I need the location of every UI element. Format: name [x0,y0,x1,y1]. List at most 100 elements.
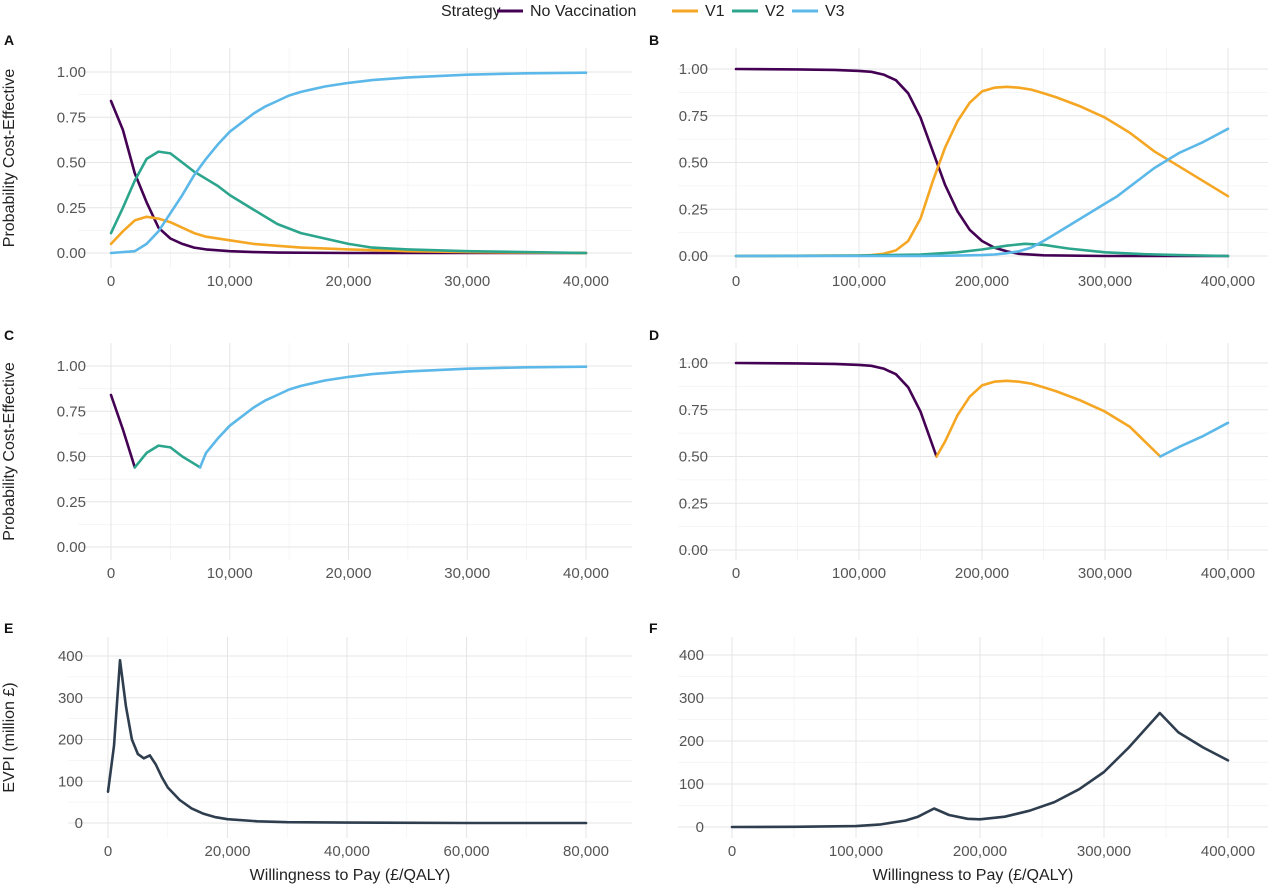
legend-item: V3 [792,3,845,20]
x-tick-label: 0 [732,273,740,290]
panel-b: 0 100,000 200,000 300,000 400,000 0.00 0.25 0.5… [649,32,1268,290]
tick-labels: 0 100,000 200,000 300,000 400,000 0.00 0.25 0.5… [679,355,1255,582]
x-tick-label: 300,000 [1077,843,1131,860]
tick-labels: 0 100,000 200,000 300,000 400,000 0 100 200 300 4… [679,647,1255,860]
x-tick-label: 200,000 [955,565,1009,582]
y-tick-label: 1.00 [57,64,86,81]
panel-a: 0 10,000 20,000 30,000 40,000 0.00 0.25 0.50 0.7… [1,32,632,290]
series-line-evpi [106,658,588,825]
x-tick-label: 400,000 [1201,843,1255,860]
y-tick-label: 0 [75,815,83,832]
series-line-no-vaccination [734,361,938,458]
panel-label: C [4,327,14,343]
legend-item: V1 [672,3,725,20]
x-tick-label: 20,000 [326,273,372,290]
y-axis-title: Probability Cost-Effective [1,362,18,541]
y-tick-label: 200 [58,732,83,749]
x-tick-label: 0 [732,565,740,582]
x-tick-label: 0 [104,843,112,860]
series-line-v3 [734,127,1230,258]
x-tick-label: 100,000 [832,273,886,290]
x-tick-label: 100,000 [829,843,883,860]
y-tick-label: 400 [679,647,704,664]
x-axis-title: Willingness to Pay (£/QALY) [873,867,1074,884]
y-axis-title: EVPI (million £) [1,682,18,792]
grid [678,637,1268,838]
y-tick-label: 1.00 [679,355,708,372]
series-group [734,361,1230,458]
y-tick-label: 0.75 [57,109,86,126]
y-tick-label: 0.50 [57,155,86,172]
series-line-evpi [730,711,1230,829]
y-tick-label: 0.00 [57,245,86,262]
x-tick-label: 30,000 [444,273,490,290]
y-tick-label: 0.50 [57,449,86,466]
tick-labels: 0 10,000 20,000 30,000 40,000 0.00 0.25 0.50 0.7… [57,358,609,582]
x-tick-label: 60,000 [444,843,490,860]
legend: Strategy No Vaccination V1 V2 V3 [441,3,845,20]
panel-d: 0 100,000 200,000 300,000 400,000 0.00 0.25 0.5… [649,327,1268,582]
x-tick-label: 0 [107,565,115,582]
panel-label: D [649,327,659,343]
x-tick-label: 300,000 [1078,565,1132,582]
y-tick-label: 0.25 [57,200,86,217]
tick-labels: 0 10,000 20,000 30,000 40,000 0.00 0.25 0.50 0.7… [57,64,609,290]
legend-label: No Vaccination [530,3,636,20]
grid [678,343,1268,560]
panels: 0 10,000 20,000 30,000 40,000 0.00 0.25 0.50 0.7… [1,32,1268,884]
grid [68,637,632,838]
x-tick-label: 0 [728,843,736,860]
x-tick-label: 100,000 [832,565,886,582]
panel-e: 0 20,000 40,000 60,000 80,000 0 100 200 300 400 E E… [1,620,632,884]
series-group [734,67,1230,258]
series-line-v3 [1159,421,1230,458]
x-tick-label: 300,000 [1078,273,1132,290]
panel-label: B [649,32,659,48]
y-tick-label: 0.25 [57,494,86,511]
tick-labels: 0 100,000 200,000 300,000 400,000 0.00 0.25 0.5… [679,61,1255,290]
y-tick-label: 100 [679,776,704,793]
series-line-v3 [109,71,588,255]
x-tick-label: 0 [107,273,115,290]
y-tick-label: 0.00 [679,248,708,265]
y-tick-label: 100 [58,773,83,790]
legend-label: V3 [825,3,845,20]
series-line-v1 [935,379,1162,458]
series-line-v1 [109,215,588,255]
x-tick-label: 20,000 [205,843,251,860]
series-line-v2 [734,242,1230,258]
x-tick-label: 40,000 [563,273,609,290]
panel-label: F [649,620,658,636]
x-tick-label: 20,000 [326,565,372,582]
series-group [730,711,1230,829]
y-tick-label: 0.25 [679,201,708,218]
series-line-v3 [198,365,588,469]
series-group [109,71,588,255]
legend-items: No Vaccination V1 V2 V3 [497,3,845,20]
x-tick-label: 10,000 [207,273,253,290]
panel-label: E [4,620,13,636]
x-axis-title: Willingness to Pay (£/QALY) [250,867,451,884]
x-tick-label: 200,000 [955,273,1009,290]
y-tick-label: 0.00 [679,542,708,559]
legend-item: V2 [732,3,785,20]
x-tick-label: 80,000 [563,843,609,860]
y-tick-label: 400 [58,648,83,665]
y-tick-label: 200 [679,733,704,750]
panel-c: 0 10,000 20,000 30,000 40,000 0.00 0.25 0.50 0.7… [1,327,632,582]
y-tick-label: 300 [58,690,83,707]
grid [78,343,632,560]
x-tick-label: 40,000 [563,565,609,582]
legend-label: V2 [765,3,785,20]
series-line-v2 [109,150,588,255]
y-tick-label: 300 [679,690,704,707]
y-axis-title: Probability Cost-Effective [1,69,18,248]
y-tick-label: 1.00 [57,358,86,375]
legend-title: Strategy [441,3,501,20]
y-tick-label: 0.25 [679,495,708,512]
series-group [109,365,588,469]
y-tick-label: 0.50 [679,155,708,172]
y-tick-label: 0.75 [57,403,86,420]
tick-labels: 0 20,000 40,000 60,000 80,000 0 100 200 300 400 [58,648,609,860]
